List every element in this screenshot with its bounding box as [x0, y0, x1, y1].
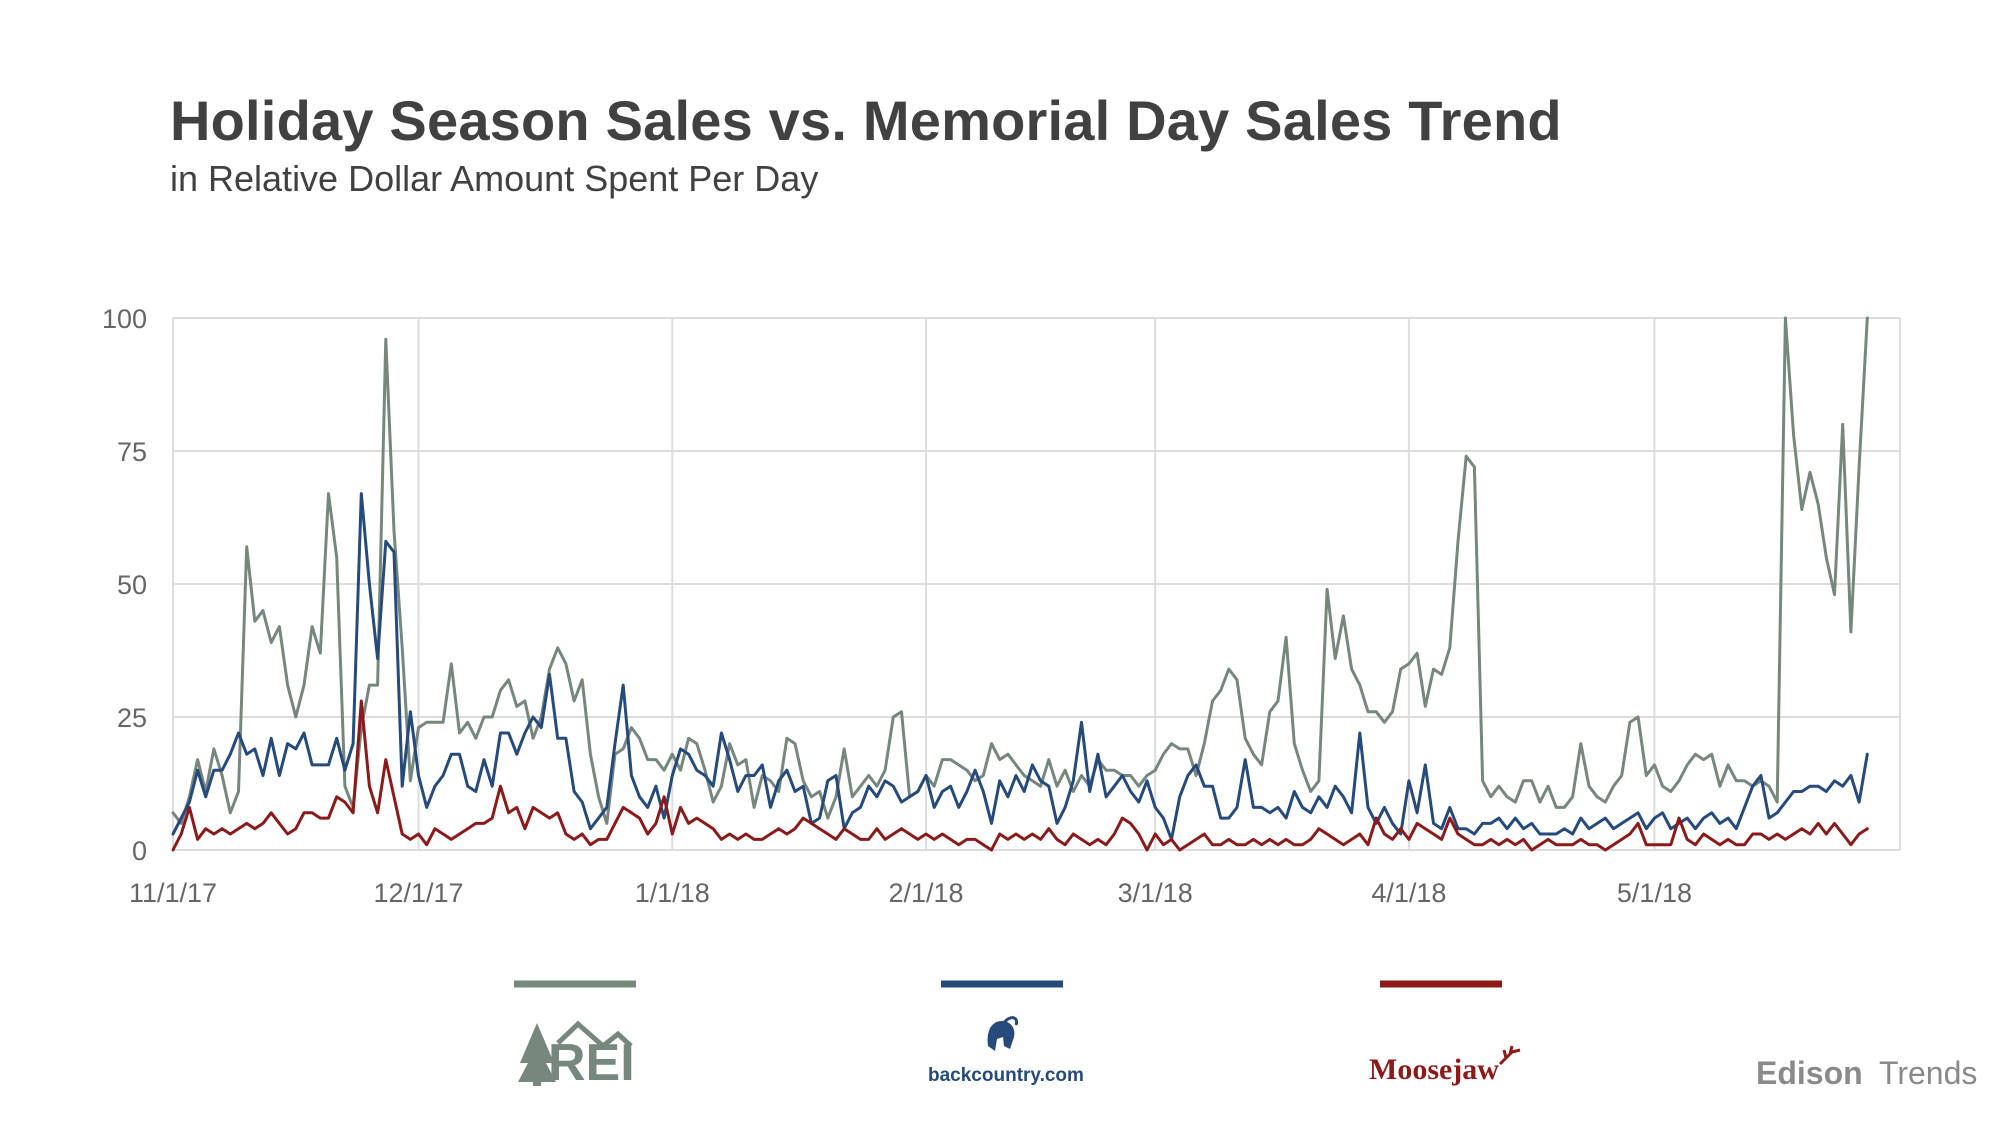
chart-subtitle: in Relative Dollar Amount Spent Per Day: [170, 158, 819, 199]
brand-trends: Trends: [1879, 1055, 1977, 1091]
series: [171, 316, 1869, 852]
x-tick-label: 2/1/18: [888, 878, 963, 908]
x-tick-label: 4/1/18: [1371, 878, 1446, 908]
rei-logo: REI: [518, 1020, 635, 1092]
series-line-moosejaw: [171, 699, 1869, 852]
y-tick-label: 25: [117, 703, 147, 733]
x-axis: 11/1/17 12/1/17 1/1/18 2/1/18 3/1/18 4/1/18 5/…: [129, 878, 1692, 908]
x-tick-label: 11/1/17: [129, 878, 217, 908]
y-tick-label: 100: [102, 304, 147, 334]
edison-trends-brand: Edison Trends: [1756, 1055, 1977, 1091]
backcountry-logo-text: backcountry.com: [928, 1065, 1084, 1086]
chart-title: Holiday Season Sales vs. Memorial Day Sa…: [170, 89, 1562, 152]
moosejaw-logo-text: Moosejaw: [1369, 1053, 1499, 1086]
backcountry-logo: backcountry.com: [928, 1016, 1084, 1086]
legend: REI backcountry.com Moosejaw: [514, 980, 1521, 1092]
rei-mountain-icon: [556, 1020, 633, 1050]
svg-text:Edison Trends: Edison Trends: [1756, 1055, 1977, 1091]
x-tick-label: 5/1/18: [1617, 878, 1692, 908]
y-tick-label: 50: [117, 570, 147, 600]
y-tick-label: 0: [132, 836, 147, 866]
y-tick-label: 75: [117, 437, 147, 467]
goat-icon: [987, 1016, 1019, 1051]
antler-icon: [1498, 1045, 1521, 1066]
x-tick-label: 1/1/18: [635, 878, 710, 908]
grid: [172, 317, 1901, 851]
x-tick-label: 12/1/17: [373, 878, 463, 908]
rei-tree-icon: [518, 1023, 556, 1086]
moosejaw-logo: Moosejaw: [1369, 1045, 1521, 1086]
x-tick-label: 3/1/18: [1118, 878, 1193, 908]
brand-edison: Edison: [1756, 1055, 1863, 1091]
rei-logo-text: REI: [548, 1034, 635, 1092]
series-line-backcountry-com: [171, 492, 1869, 841]
y-axis: 0 25 50 75 100: [102, 304, 147, 866]
series-line-rei: [171, 316, 1869, 825]
